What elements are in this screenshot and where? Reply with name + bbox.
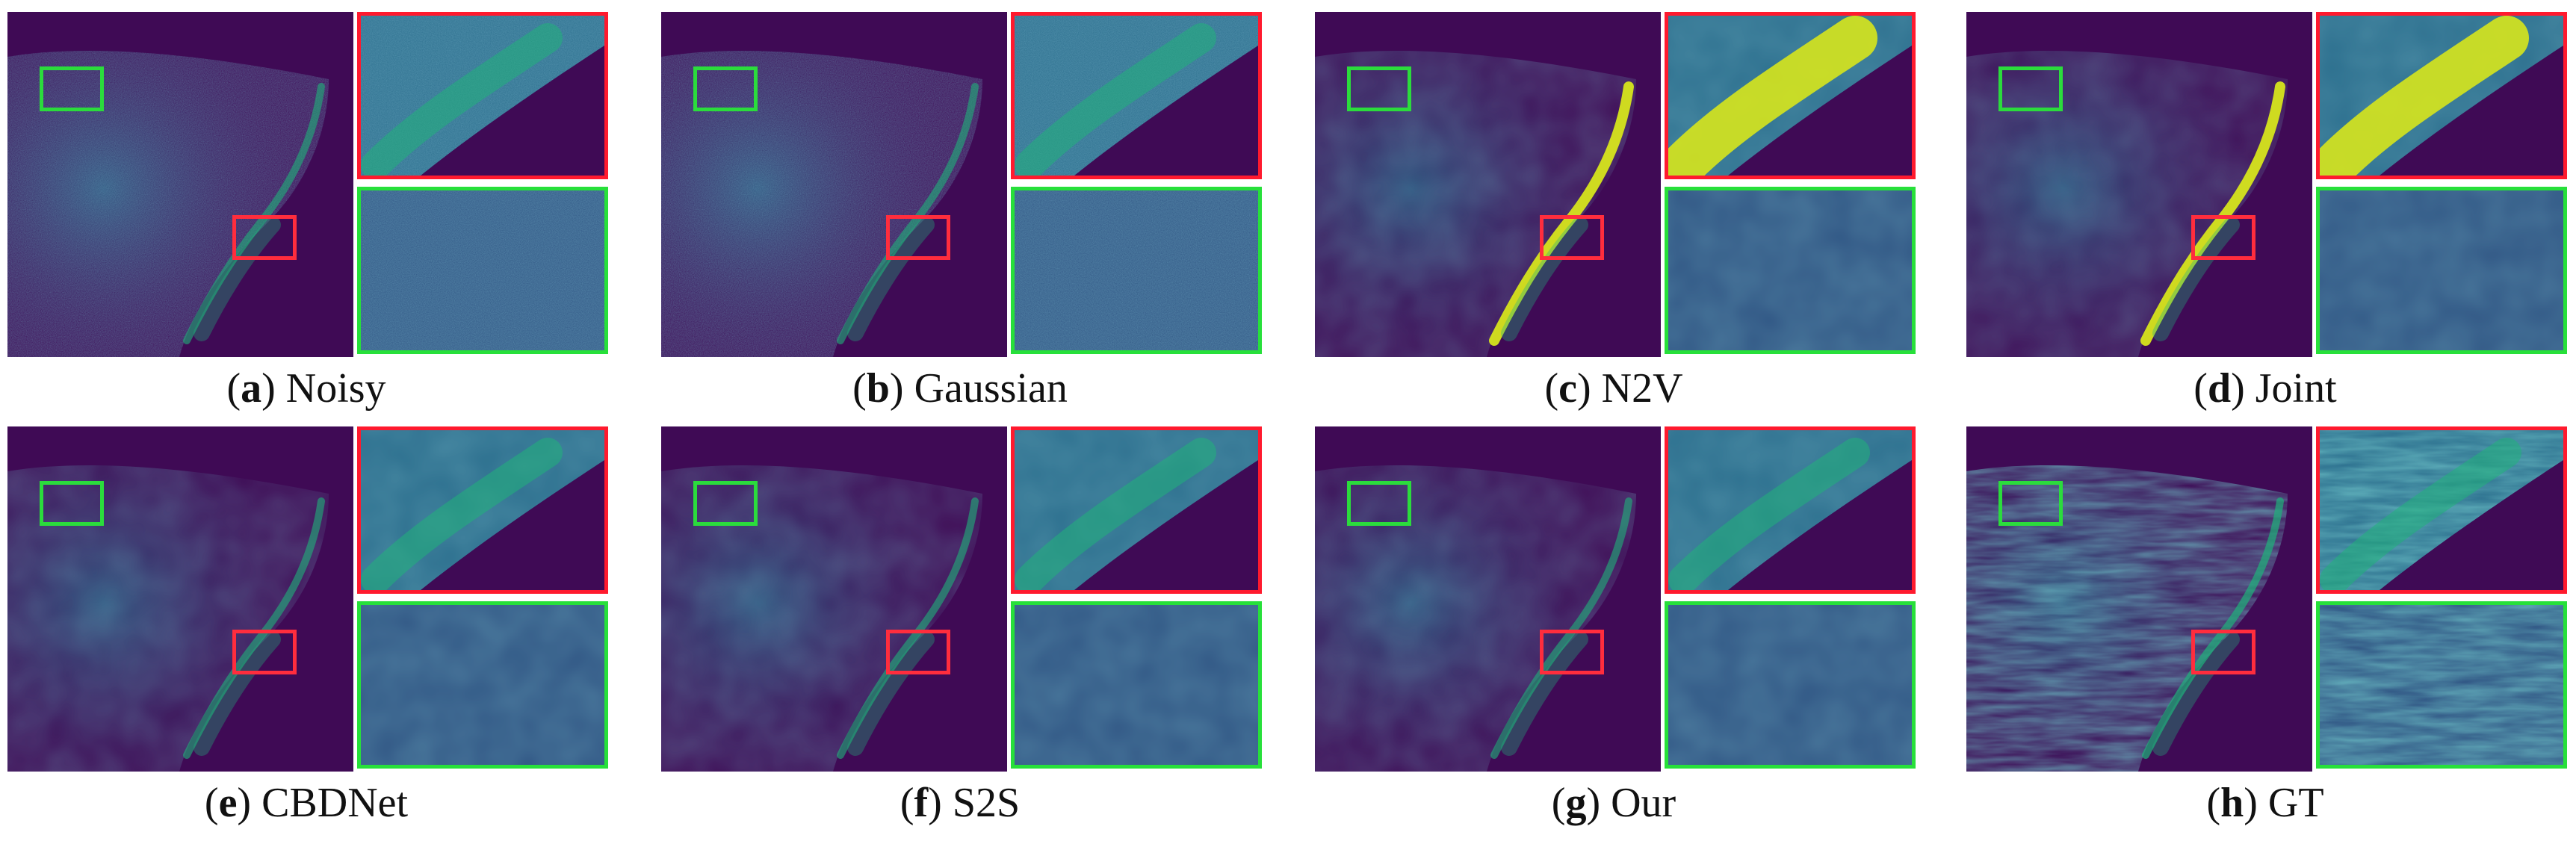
panel-e: (e) CBDNet (0, 415, 613, 826)
red-roi-zoom-inset (1665, 12, 1916, 179)
method-name: Gaussian (914, 365, 1068, 412)
red-roi-zoom-inset (357, 12, 608, 179)
panel-figure (0, 0, 613, 359)
red-roi-zoom-inset (357, 426, 608, 594)
red-roi-marker (232, 215, 297, 260)
panel-figure (654, 415, 1266, 773)
green-roi-marker (1347, 481, 1411, 526)
panel-figure (1307, 415, 1920, 773)
panel-figure (1959, 0, 2572, 359)
method-name: Joint (2255, 365, 2337, 412)
panel-g: (g) Our (1307, 415, 1920, 826)
panel-a: (a) Noisy (0, 0, 613, 412)
panel-caption: (d) Joint (2193, 365, 2337, 412)
green-roi-zoom-inset (1665, 187, 1916, 354)
panel-figure (1959, 415, 2572, 773)
method-name: GT (2267, 780, 2324, 826)
panel-figure (0, 415, 613, 773)
panel-letter: g (1565, 780, 1587, 826)
cell-microscopy-image (7, 426, 353, 772)
green-roi-zoom-inset (2316, 187, 2567, 354)
cell-microscopy-image (7, 12, 353, 357)
panel-letter: f (914, 780, 929, 826)
red-roi-zoom-inset (1011, 426, 1262, 594)
green-roi-zoom-inset (1011, 187, 1262, 354)
panel-figure (1307, 0, 1920, 359)
red-roi-marker (2191, 215, 2255, 260)
method-name: Noisy (285, 365, 386, 412)
panel-letter: e (218, 780, 238, 826)
cell-microscopy-image (661, 12, 1007, 357)
panel-c: (c) N2V (1307, 0, 1920, 412)
red-roi-marker (886, 215, 950, 260)
red-roi-zoom-inset (2316, 426, 2567, 594)
red-roi-marker (1540, 630, 1604, 674)
green-roi-marker (693, 66, 758, 111)
panel-figure (654, 0, 1266, 359)
red-roi-marker (1540, 215, 1604, 260)
green-roi-zoom-inset (2316, 601, 2567, 769)
cell-microscopy-image (1315, 12, 1661, 357)
red-roi-marker (2191, 630, 2255, 674)
green-roi-marker (1347, 66, 1411, 111)
cell-microscopy-image (1966, 426, 2312, 772)
panel-caption: (h) GT (2206, 780, 2324, 826)
method-name: CBDNet (261, 780, 409, 826)
panel-h: (h) GT (1959, 415, 2572, 826)
panel-f: (f) S2S (654, 415, 1266, 826)
panel-letter: c (1558, 365, 1577, 412)
red-roi-zoom-inset (1665, 426, 1916, 594)
green-roi-zoom-inset (1665, 601, 1916, 769)
green-roi-zoom-inset (1011, 601, 1262, 769)
green-roi-marker (40, 481, 104, 526)
red-roi-zoom-inset (2316, 12, 2567, 179)
cell-microscopy-image (1315, 426, 1661, 772)
panel-letter: h (2220, 780, 2244, 826)
panel-letter: b (866, 365, 890, 412)
panel-caption: (b) Gaussian (852, 365, 1068, 412)
red-roi-zoom-inset (1011, 12, 1262, 179)
panel-letter: d (2207, 365, 2232, 412)
cell-microscopy-image (661, 426, 1007, 772)
green-roi-marker (40, 66, 104, 111)
panel-b: (b) Gaussian (654, 0, 1266, 412)
green-roi-marker (693, 481, 758, 526)
red-roi-marker (886, 630, 950, 674)
method-name: Our (1611, 780, 1676, 826)
green-roi-zoom-inset (357, 187, 608, 354)
panel-caption: (a) Noisy (226, 365, 386, 412)
panel-caption: (g) Our (1551, 780, 1676, 826)
red-roi-marker (232, 630, 297, 674)
green-roi-marker (1998, 481, 2063, 526)
green-roi-marker (1998, 66, 2063, 111)
panel-caption: (f) S2S (900, 780, 1021, 826)
green-roi-zoom-inset (357, 601, 608, 769)
method-name: S2S (952, 780, 1021, 826)
panel-letter: a (241, 365, 262, 412)
panel-caption: (c) N2V (1544, 365, 1683, 412)
panel-d: (d) Joint (1959, 0, 2572, 412)
panel-caption: (e) CBDNet (204, 780, 409, 826)
cell-microscopy-image (1966, 12, 2312, 357)
method-name: N2V (1601, 365, 1683, 412)
